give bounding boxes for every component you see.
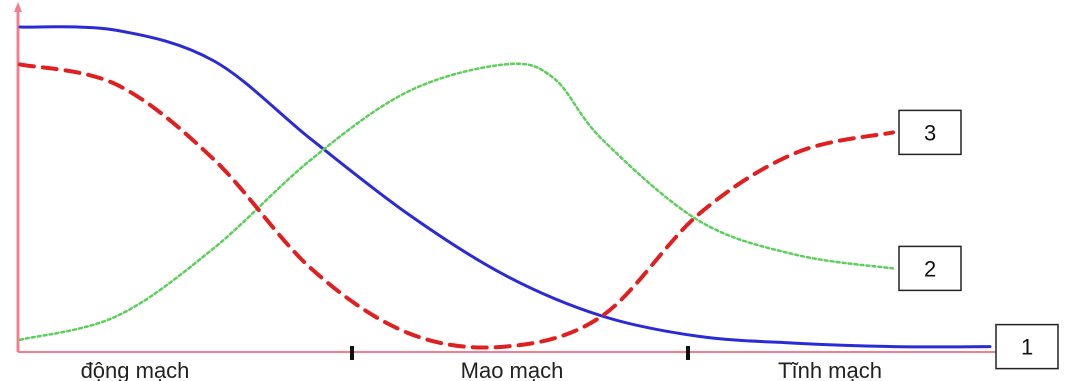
axes	[14, 2, 1050, 360]
label-box-frame	[898, 245, 962, 292]
series-line-3	[18, 62, 895, 350]
y-axis-arrow	[14, 2, 22, 12]
label-box-frame	[995, 323, 1059, 370]
region-label-2: Mao mạch	[461, 358, 564, 381]
series-line-1	[18, 25, 992, 349]
series-lines	[18, 25, 992, 350]
region-label-3: Tĩnh mạch	[778, 358, 882, 381]
series-name-1: 1	[1021, 335, 1033, 360]
series-line-2	[18, 62, 895, 342]
series-label-boxes: 1 2 3	[898, 109, 1059, 370]
label-box-frame	[898, 109, 962, 156]
region-labels: động mạch Mao mạch Tĩnh mạch	[81, 358, 882, 381]
series-label-box-2: 2	[898, 245, 962, 292]
series-name-2: 2	[924, 256, 936, 281]
series-name-3: 3	[924, 120, 936, 145]
series-label-box-3: 3	[898, 109, 962, 156]
series-label-box-1: 1	[995, 323, 1059, 370]
region-label-1: động mạch	[81, 358, 190, 381]
